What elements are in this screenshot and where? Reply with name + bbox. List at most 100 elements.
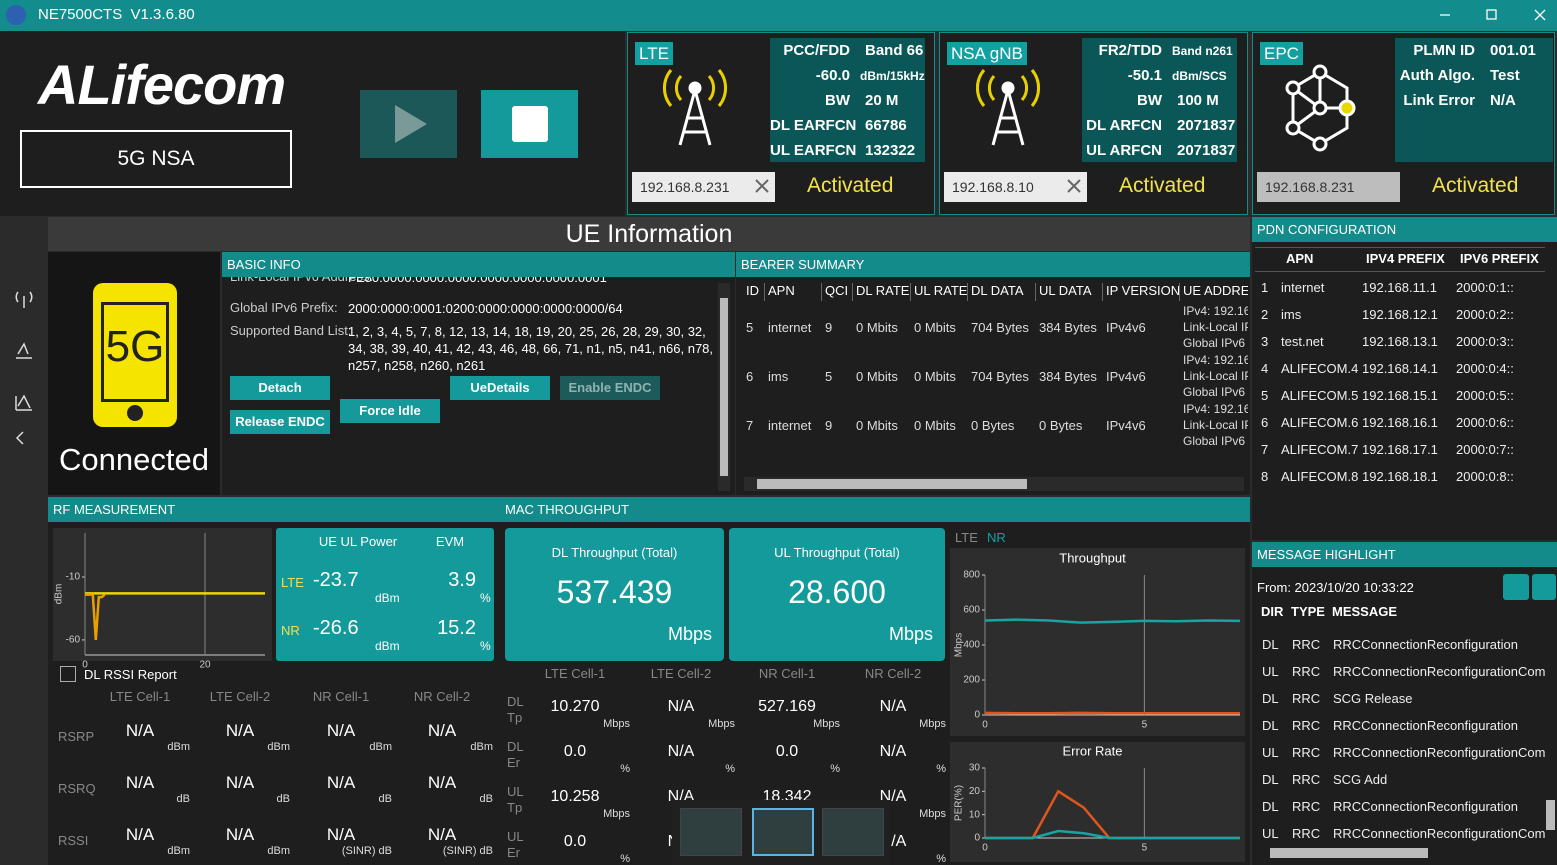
cell: RRC <box>1292 826 1321 841</box>
info-value: 2000:0000:0001:0200:0000:0000:0000:0000/… <box>348 301 623 316</box>
message-body: DIR TYPE MESSAGE DL RRC RRCConnectionReconfig… <box>1252 600 1545 845</box>
cell-unit: dBm <box>167 845 190 857</box>
cell: SCG Add <box>1333 772 1388 787</box>
mode-box: 5G NSA <box>20 130 292 188</box>
thumbnail[interactable] <box>680 808 742 856</box>
address-line: Link-Local IPv6 <box>1183 369 1248 383</box>
param-key: Link Error <box>1403 92 1475 109</box>
column-separator <box>1179 283 1180 301</box>
column-separator <box>967 283 968 301</box>
phone-button <box>127 405 143 421</box>
cell: 0 Mbits <box>914 418 956 433</box>
panel-header: MESSAGE HIGHLIGHT <box>1252 542 1557 567</box>
evm-unit: % <box>480 639 491 653</box>
cell: RRCConnectionReconfiguration <box>1333 718 1518 733</box>
cell: 704 Bytes <box>971 320 1029 335</box>
cell: ALIFECOM.5 <box>1281 388 1359 403</box>
cell: RRC <box>1292 799 1321 814</box>
scrollbar-thumb <box>720 298 728 476</box>
cell: 192.168.18.1 <box>1362 469 1438 484</box>
ip-field[interactable]: 192.168.8.231 <box>632 172 775 202</box>
phone-label: 5G <box>105 322 165 371</box>
cell-unit: (SINR) dB <box>442 845 493 857</box>
checkbox[interactable] <box>60 666 76 682</box>
save-button[interactable] <box>1532 574 1556 600</box>
cell: 0 Mbits <box>914 320 956 335</box>
param-value: dBm/SCS <box>1172 69 1227 83</box>
chart-tab[interactable]: LTE <box>955 530 978 545</box>
cell: 2000:0:7:: <box>1456 442 1514 457</box>
param-value: Test <box>1490 67 1520 84</box>
cell: IPv4v6 <box>1106 320 1146 335</box>
ue-status: Connected <box>59 442 209 477</box>
row-label: DL Er <box>507 739 524 770</box>
param-key: -50.1 <box>1127 67 1162 84</box>
address-line: Global IPv6 <box>1183 336 1246 350</box>
cell: 7 <box>746 418 754 433</box>
cell: 192.168.11.1 <box>1362 280 1437 295</box>
cell: 5 <box>825 369 833 384</box>
column-header: NR Cell-2 <box>413 689 471 704</box>
cell-unit: % <box>936 763 946 775</box>
column-header: NR Cell-2 <box>864 666 922 681</box>
button[interactable]: Enable ENDC <box>560 376 660 400</box>
cell-value: N/A <box>125 825 155 844</box>
param-key: BW <box>1137 92 1162 109</box>
play-button[interactable] <box>360 90 457 158</box>
cell: RRC <box>1292 745 1321 760</box>
cell: 2000:0:8:: <box>1456 469 1514 484</box>
param-key: PCC/FDD <box>783 42 850 59</box>
total-unit: Mbps <box>667 624 712 644</box>
cell: 7 <box>1261 442 1269 457</box>
cell: UL <box>1262 826 1279 841</box>
cell-value: 0.0 <box>563 833 587 850</box>
button[interactable]: Force Idle <box>340 399 440 423</box>
button[interactable]: Detach <box>230 376 330 400</box>
ip-field[interactable]: 192.168.8.231 <box>1257 172 1400 202</box>
cell-label: NSA gNB <box>947 42 1027 65</box>
column-separator <box>1035 283 1036 301</box>
param-key: Auth Algo. <box>1399 67 1475 84</box>
info-label: Supported Band List: <box>230 323 352 338</box>
cell-value: N/A <box>326 825 356 844</box>
cell: 192.168.17.1 <box>1362 442 1438 457</box>
cell-value: N/A <box>427 773 457 792</box>
column-header: APN <box>768 283 795 298</box>
column-header: TYPE <box>1291 604 1325 619</box>
ip-field[interactable]: 192.168.8.10 <box>944 172 1087 202</box>
chart-tab[interactable]: NR <box>987 530 1006 545</box>
cell-unit: dBm <box>267 741 290 753</box>
param-key: UL ARFCN <box>1086 142 1162 159</box>
cell-value: N/A <box>427 825 457 844</box>
cell: 9 <box>825 418 833 433</box>
cell: 1 <box>1261 280 1269 295</box>
button[interactable]: Release ENDC <box>230 410 330 434</box>
param-value: 2071837 <box>1177 142 1236 159</box>
info-value: 1, 2, 3, 4, 5, 7, 8, 12, 13, 14, 18, 19,… <box>348 324 714 373</box>
cell: test.net <box>1281 334 1324 349</box>
button[interactable]: UeDetails <box>450 376 550 400</box>
thumbnail[interactable] <box>822 808 884 856</box>
taskbar-preview <box>672 800 890 865</box>
cell: IPv4v6 <box>1106 418 1146 433</box>
thumbnail[interactable] <box>752 808 814 856</box>
power-value: -26.6 <box>313 617 359 639</box>
cell: DL <box>1262 637 1279 652</box>
message-from: From: 2023/10/20 10:33:22 <box>1257 580 1414 595</box>
cell: RRC <box>1292 664 1321 679</box>
cell: DL <box>1262 718 1279 733</box>
column-header: APN <box>1286 251 1314 266</box>
cell-value: N/A <box>667 698 695 715</box>
evm-unit: % <box>480 591 491 605</box>
cell: 2 <box>1261 307 1269 322</box>
hscroll-thumb <box>757 479 1027 489</box>
ue-info-bar <box>48 217 1250 251</box>
power-header: UE UL Power <box>318 534 398 549</box>
cell: 2000:0:5:: <box>1456 388 1514 403</box>
cell: 8 <box>1261 469 1269 484</box>
param-value: N/A <box>1490 92 1516 109</box>
export-button[interactable] <box>1503 574 1529 600</box>
cell: 0 Mbits <box>856 418 898 433</box>
row-label: RSRP <box>58 729 95 744</box>
cell-value: 0.0 <box>775 743 799 760</box>
